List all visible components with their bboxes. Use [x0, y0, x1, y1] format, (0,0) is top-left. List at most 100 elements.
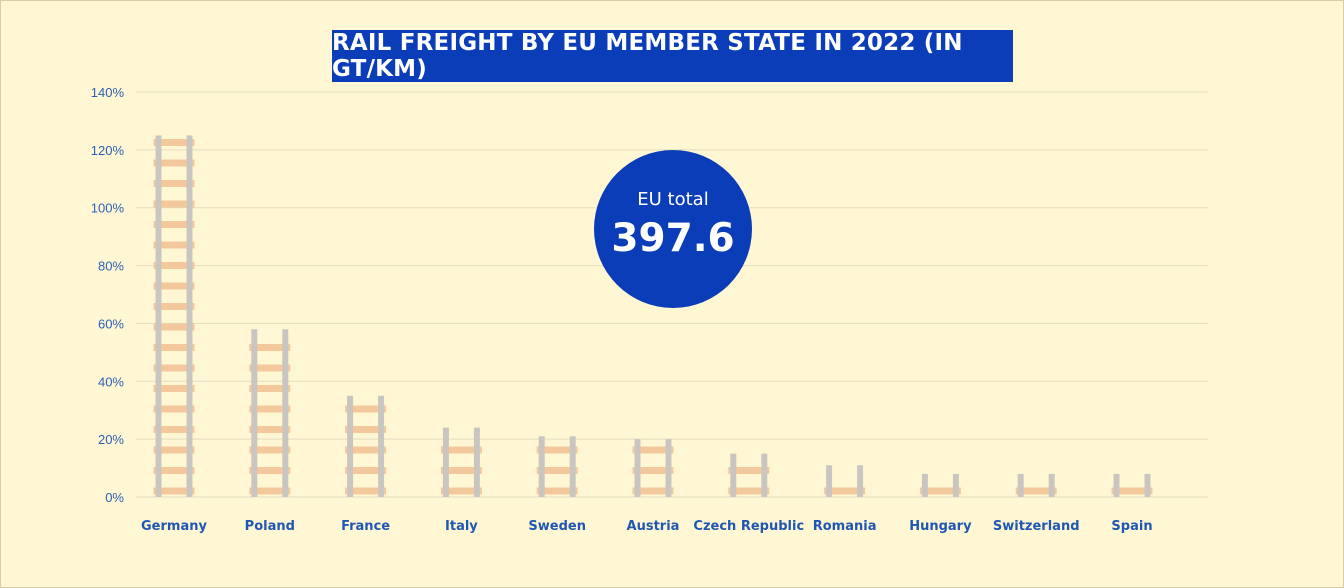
bar-rail [1048, 473, 1055, 497]
bar-tie [249, 426, 291, 433]
bar-tie [345, 467, 387, 474]
bar-austria [632, 439, 674, 497]
bar-tie [153, 385, 195, 392]
eu-total-value: 397.6 [611, 216, 735, 261]
bar-tie [153, 323, 195, 331]
bar-tie [1111, 487, 1153, 495]
bar-tie [345, 487, 387, 495]
bar-tie [153, 159, 195, 167]
x-category-label: Switzerland [993, 519, 1080, 534]
x-category-label: Sweden [528, 519, 586, 534]
bar-tie [249, 385, 291, 392]
bar-rail [186, 135, 193, 497]
bar-rail [155, 135, 162, 497]
bar-germany [153, 135, 195, 497]
bar-tie [345, 405, 387, 413]
bar-rail [378, 395, 385, 497]
bar-tie [632, 467, 674, 474]
bar-tie [440, 487, 482, 495]
bar-rail [1017, 473, 1024, 497]
bar-sweden [536, 436, 578, 497]
y-tick-label: 0% [105, 490, 124, 505]
x-category-label: Germany [141, 519, 207, 534]
x-category-label: Austria [627, 519, 680, 534]
x-category-label: Poland [245, 519, 295, 534]
bar-tie [632, 446, 674, 454]
bar-tie [153, 446, 195, 454]
bar-rail [442, 427, 449, 497]
chart-title-box: RAIL FREIGHT BY EU MEMBER STATE IN 2022 … [332, 30, 1013, 82]
eu-total-badge: EU total 397.6 [594, 150, 752, 308]
bar-rail [921, 473, 928, 497]
bar-rail [952, 473, 959, 497]
bar-rail [730, 453, 737, 497]
bar-tie [249, 467, 291, 474]
bar-tie [440, 467, 482, 474]
bar-rail [857, 465, 864, 497]
y-tick-label: 80% [98, 259, 124, 274]
bar-rail [1144, 473, 1151, 497]
bar-tie [153, 364, 195, 372]
bar-rail [251, 329, 258, 497]
bar-rail [826, 465, 833, 497]
bar-tie [249, 405, 291, 413]
bar-tie [153, 405, 195, 413]
bar-tie [345, 446, 387, 454]
bar-rail [1113, 473, 1120, 497]
bar-tie [249, 487, 291, 495]
x-category-label: Spain [1111, 519, 1152, 534]
bar-hungary [919, 473, 961, 497]
bar-tie [153, 344, 195, 351]
y-tick-label: 140% [91, 85, 125, 100]
bar-tie [345, 426, 387, 433]
x-category-label: Italy [445, 519, 478, 534]
bar-switzerland [1015, 473, 1057, 497]
bar-tie [249, 364, 291, 372]
bar-tie [1015, 487, 1057, 495]
bar-tie [249, 446, 291, 454]
y-tick-label: 100% [91, 201, 125, 216]
bar-romania [824, 465, 866, 497]
bar-rail [761, 453, 768, 497]
bar-rail [665, 439, 672, 497]
bar-tie [728, 467, 770, 474]
bar-italy [440, 427, 482, 497]
bar-poland [249, 329, 291, 497]
bar-tie [536, 487, 578, 495]
bar-tie [440, 446, 482, 454]
x-category-label: France [341, 519, 390, 534]
bar-tie [536, 446, 578, 454]
bar-tie [153, 180, 195, 187]
x-category-label: Czech Republic [693, 519, 804, 534]
x-category-label: Hungary [909, 519, 972, 534]
bar-tie [153, 487, 195, 495]
bar-tie [153, 303, 195, 310]
bar-rail [282, 329, 289, 497]
bar-rail [473, 427, 480, 497]
bar-france [345, 395, 387, 497]
bar-rail [569, 436, 576, 497]
y-tick-label: 60% [98, 316, 124, 331]
bar-tie [153, 221, 195, 228]
bar-tie [153, 200, 195, 208]
y-tick-label: 40% [98, 374, 124, 389]
y-tick-label: 20% [98, 432, 124, 447]
bar-czech-republic [728, 453, 770, 497]
chart-title: RAIL FREIGHT BY EU MEMBER STATE IN 2022 … [332, 30, 963, 82]
bar-tie [153, 467, 195, 474]
bar-tie [632, 487, 674, 495]
bar-tie [153, 241, 195, 249]
eu-total-label: EU total [637, 189, 709, 210]
bar-tie [153, 426, 195, 433]
bar-rail [347, 395, 354, 497]
bar-tie [153, 282, 195, 290]
bar-tie [728, 487, 770, 495]
bar-rail [634, 439, 641, 497]
bar-tie [153, 139, 195, 146]
x-category-label: Romania [813, 519, 877, 534]
bar-tie [919, 487, 961, 495]
bar-tie [824, 487, 866, 495]
bar-tie [249, 344, 291, 351]
bar-tie [153, 262, 195, 269]
